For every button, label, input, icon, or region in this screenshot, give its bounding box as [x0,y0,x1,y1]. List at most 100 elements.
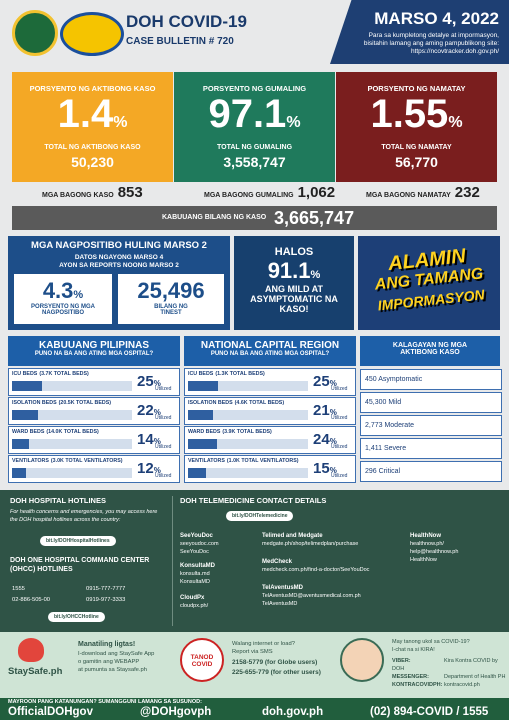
contact-item[interactable]: OfficialDOHgov [8,706,93,718]
bar-fill [188,468,206,478]
hospital-subtitle: PUNO NA BA ANG ATING MGA OSPITAL? [210,351,330,357]
new-value: 1,062 [297,184,336,201]
stat-box: PORSYENTO NG GUMALING 97.1% TOTAL NG GUMAL… [174,72,335,182]
severity-title: KALAGAYAN NG MGA AKTIBONG KASO [360,336,500,366]
bar-fill [12,381,42,391]
stat-pct-unit: % [286,114,301,131]
hospital-panel: KABUUANG PILIPINAS PUNO NA BA ANG ATING M… [8,336,180,486]
positivity-box: MGA NAGPOSITIBO HULING MARSO 2 DATOS NGA… [8,236,230,330]
row-name: VENTILATORS [188,458,225,464]
stat-pct: 97.1% [174,92,335,137]
mild-unit: % [310,269,321,281]
row-label: WARD BEDS (3.9K TOTAL BEDS) [188,429,272,435]
row-total: (3.9K TOTAL BEDS) [222,429,272,435]
stat-total: 3,558,747 [223,154,286,170]
new-label: MGA BAGONG NAMATAY [366,192,451,199]
hotline-number: 0919-977-3333 [86,597,126,603]
provider: CloudPx cloudpx.ph/ [180,594,208,610]
bulletin: CASE BULLETIN # 720 [126,36,234,47]
provider: Telimed and Medgate medgate.ph/shop/telim… [262,532,358,548]
contact-item[interactable]: (02) 894-COVID / 1555 [370,706,489,718]
provider-line: seeyoudoc.com [180,541,219,547]
provider-line: TelAventusMD [262,601,298,607]
utilized: Utilized [155,415,172,421]
row-pct: 25% [313,373,337,390]
row-total: (3.0K TOTAL VENTILATORS) [50,458,123,464]
pct-unit: % [329,379,337,388]
telemed-title: DOH TELEMEDICINE CONTACT DETAILS [180,496,327,505]
hospital-row: ISOLATION BEDS (4.6K TOTAL BEDS) 21% Utiliz… [184,397,356,425]
tested-label: BILANG NG TINEST [154,304,188,316]
row-label: ICU BEDS (3.7K TOTAL BEDS) [12,371,89,377]
rate: 4.3% [14,278,112,304]
stat-total: 56,770 [395,154,438,170]
stat-label: PORSYENTO NG NAMATAY [367,84,466,93]
pct-unit: % [153,379,161,388]
row-pct: 25% [137,373,161,390]
tested: 25,496 [137,278,205,303]
hotlines-title: DOH HOSPITAL HOTLINES [10,496,106,505]
note-line: https://ncovtracker.doh.gov.ph/ [410,48,499,55]
hospital-row: ISOLATION BEDS (20.5K TOTAL BEDS) 22% Utili… [8,397,180,425]
kira-key: MESSENGER: [392,674,429,680]
severity-item: 450 Asymptomatic [360,369,502,390]
row-total: (1.0K TOTAL VENTILATORS) [226,458,299,464]
rate-label: PORSYENTO NG MGA NAGPOSITIBO [31,304,95,316]
tanod-text: Walang internet or load? Report via SMS 21… [232,640,321,678]
subtitle-line: AYON SA REPORTS NOONG MARSO 2 [59,262,179,269]
stat-label: PORSYENTO NG GUMALING [202,84,307,93]
mild-box: HALOS 91.1% ANG MILD AT ASYMPTOMATIC NA … [234,236,354,330]
stat-pct: 1.55% [336,92,497,137]
stat-total-label: TOTAL NG NAMATAY [381,144,452,151]
provider: SeeYouDoc seeyoudoc.com SeeYouDoc [180,532,219,556]
telemed-link[interactable]: bit.ly/DOHTelemedicine [226,511,294,521]
provider-line: HealthNow [410,557,437,563]
bar-track [12,439,132,449]
bar-track [188,381,308,391]
row-name: ISOLATION BEDS [188,400,233,406]
rate-unit: % [73,289,84,301]
kira-key: KONTRACOVIDPH: [392,682,443,688]
utilized: Utilized [331,473,348,479]
title: DOH COVID-19 [126,12,247,31]
hotline-number: 02-886-505-00 [12,597,51,603]
provider-name: Telimed and Medgate [262,533,323,539]
mild-value: 91.1 [267,258,311,283]
kira-row: KONTRACOVIDPH: kontracovid.ph [392,681,509,689]
header-band [330,0,509,64]
utilized: Utilized [155,386,172,392]
hospital-header: NATIONAL CAPITAL REGION PUNO NA BA ANG AT… [184,336,356,366]
row-label: ISOLATION BEDS (20.5K TOTAL BEDS) [12,400,111,406]
stat-pct-unit: % [113,114,128,131]
stat-pct-unit: % [448,114,463,131]
container: VIBER: Kira Kontra COVID by DOH MESSENGER:… [392,657,509,689]
contact-item[interactable]: @DOHgovph [140,706,212,718]
provider-line: cloudpx.ph/ [180,603,209,609]
contact-item[interactable]: doh.gov.ph [262,706,324,718]
severity-item: 1,411 Severe [360,438,502,459]
contact-label: MAYROON PANG KATANUNGAN? SUMANGGUNI LAMA… [8,699,202,705]
stat-box: PORSYENTO NG AKTIBONG KASO 1.4% TOTAL NG A… [12,72,173,182]
footer: StaySafe.ph Manatiling ligtas! I-download… [0,632,509,698]
staysafe-text: Manatiling ligtas! I-download ang StaySaf… [78,640,154,674]
row-total: (3.7K TOTAL BEDS) [39,371,89,377]
staysafe-icon [18,638,44,662]
stat-total-label: TOTAL NG GUMALING [216,144,293,151]
new-label: MGA BAGONG KASO [42,192,114,199]
bida-logo [60,12,124,56]
row-name: ICU BEDS [188,371,214,377]
provider-line: konsulta.md [180,571,210,577]
hotlines-link[interactable]: bit.ly/DOHHospitalHotlines [40,536,116,546]
provider-line: medgate.ph/shop/telimedplan/purchase [262,541,359,547]
kira-avatar [340,638,384,682]
kira-row: VIBER: Kira Kontra COVID by DOH [392,657,509,673]
row-pct: 22% [137,402,161,419]
mild-intro: HALOS [274,246,314,258]
bar-fill [188,439,217,449]
row-name: VENTILATORS [12,458,49,464]
total-bar: KABUUANG BILANG NG KASO 3,665,747 [12,206,497,230]
row-total: (14.0K TOTAL BEDS) [46,429,99,435]
ohcc-link[interactable]: bit.ly/OHCCHotline [48,612,105,622]
row-total: (20.5K TOTAL BEDS) [58,400,112,406]
